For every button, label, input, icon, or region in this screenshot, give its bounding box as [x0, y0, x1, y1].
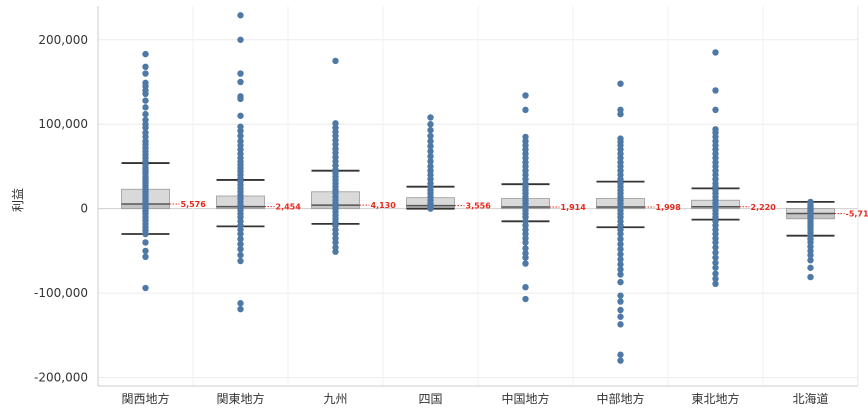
data-point — [237, 252, 243, 258]
data-point — [427, 205, 433, 211]
data-point — [522, 92, 528, 98]
data-point — [617, 279, 623, 285]
data-point — [142, 248, 148, 254]
data-point — [807, 274, 813, 280]
data-point — [237, 300, 243, 306]
median-value-label: -5,718 — [846, 209, 868, 218]
data-point — [617, 111, 623, 117]
data-point — [237, 79, 243, 85]
data-point — [142, 70, 148, 76]
data-point — [427, 127, 433, 133]
data-point — [332, 249, 338, 255]
median-value-label: 1,914 — [561, 203, 587, 212]
x-tick-label: 九州 — [323, 392, 347, 406]
data-point — [617, 321, 623, 327]
data-point — [712, 265, 718, 271]
data-point — [142, 111, 148, 117]
data-point — [617, 292, 623, 298]
y-tick-label: 100,000 — [38, 117, 88, 131]
data-point — [142, 254, 148, 260]
data-point — [237, 306, 243, 312]
data-point — [617, 298, 623, 304]
data-point — [142, 285, 148, 291]
data-point — [237, 96, 243, 102]
box-plots — [122, 163, 845, 236]
data-point — [617, 307, 623, 313]
data-point — [142, 104, 148, 110]
y-axis-label: 利益 — [11, 188, 25, 212]
gridlines — [98, 6, 858, 386]
data-point — [807, 265, 813, 271]
x-tick-label: 関西地方 — [121, 391, 169, 406]
data-point — [427, 114, 433, 120]
x-tick-label: 北海道 — [792, 391, 828, 406]
y-tick-labels: 200,000 100,000 0 -100,000 -200,000 — [34, 33, 88, 385]
data-point — [142, 231, 148, 237]
data-point — [522, 296, 528, 302]
data-point — [142, 64, 148, 70]
data-point — [617, 271, 623, 277]
data-point — [712, 107, 718, 113]
x-tick-label: 四国 — [418, 392, 442, 406]
data-point — [237, 246, 243, 252]
data-point — [332, 58, 338, 64]
data-point — [237, 113, 243, 119]
data-point — [807, 257, 813, 263]
data-point — [712, 49, 718, 55]
data-point — [142, 91, 148, 97]
y-tick-label: 200,000 — [38, 33, 88, 47]
median-value-label: 3,556 — [466, 202, 492, 211]
data-point — [237, 258, 243, 264]
x-tick-label: 中国地方 — [501, 391, 549, 406]
data-point — [617, 357, 623, 363]
y-tick-label: 0 — [80, 202, 88, 216]
x-tick-label: 関東地方 — [216, 391, 264, 406]
data-point — [522, 284, 528, 290]
data-point — [712, 281, 718, 287]
data-point — [522, 260, 528, 266]
data-point — [617, 352, 623, 358]
data-point — [142, 97, 148, 103]
data-point — [142, 51, 148, 57]
data-point — [617, 80, 623, 86]
data-point — [522, 107, 528, 113]
y-tick-label: -100,000 — [34, 286, 88, 300]
data-point — [142, 239, 148, 245]
median-value-label: 2,454 — [276, 203, 302, 212]
data-point — [237, 37, 243, 43]
median-value-label: 2,220 — [751, 203, 777, 212]
data-point — [712, 87, 718, 93]
data-point — [617, 314, 623, 320]
data-point — [522, 239, 528, 245]
y-tick-label: -200,000 — [34, 371, 88, 385]
x-tick-labels: 関西地方 関東地方 九州 四国 中国地方 中部地方 東北地方 北海道 — [121, 391, 828, 406]
data-point — [237, 70, 243, 76]
data-point — [427, 121, 433, 127]
x-tick-label: 東北地方 — [691, 391, 739, 406]
x-tick-label: 中部地方 — [596, 391, 644, 406]
median-value-label: 1,998 — [656, 203, 682, 212]
median-value-label: 4,130 — [371, 201, 397, 210]
data-point — [522, 254, 528, 260]
data-point — [237, 12, 243, 18]
median-value-label: 5,576 — [181, 200, 207, 209]
